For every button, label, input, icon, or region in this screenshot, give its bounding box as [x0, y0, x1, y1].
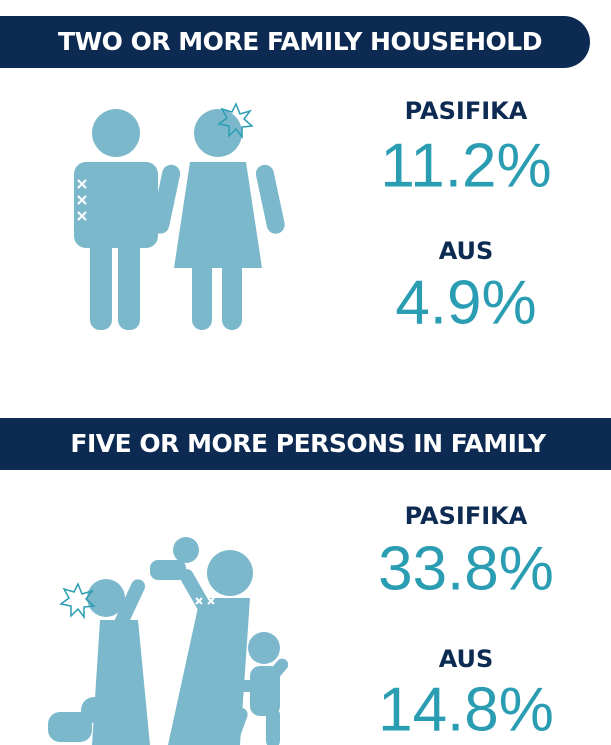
section-title: TWO OR MORE FAMILY HOUSEHOLD: [58, 27, 542, 56]
flower: [59, 582, 96, 620]
banner: [0, 16, 590, 68]
stat-label: AUS: [439, 645, 494, 673]
stat-label: AUS: [439, 237, 494, 265]
stat-value: 14.8%: [378, 675, 554, 744]
stat-value: 11.2%: [380, 131, 551, 200]
family-icon: [48, 537, 289, 745]
pattern: [77, 179, 87, 221]
section-title: FIVE OR MORE PERSONS IN FAMILY: [70, 429, 547, 458]
pattern: [183, 597, 215, 605]
stat-value: 33.8%: [378, 534, 554, 603]
stat-label: PASIFIKA: [405, 502, 528, 530]
flower: [217, 102, 254, 140]
stat-label: PASIFIKA: [405, 97, 528, 125]
banner: [0, 418, 611, 470]
stat-value: 4.9%: [395, 268, 536, 337]
couple-icon: [74, 109, 285, 330]
